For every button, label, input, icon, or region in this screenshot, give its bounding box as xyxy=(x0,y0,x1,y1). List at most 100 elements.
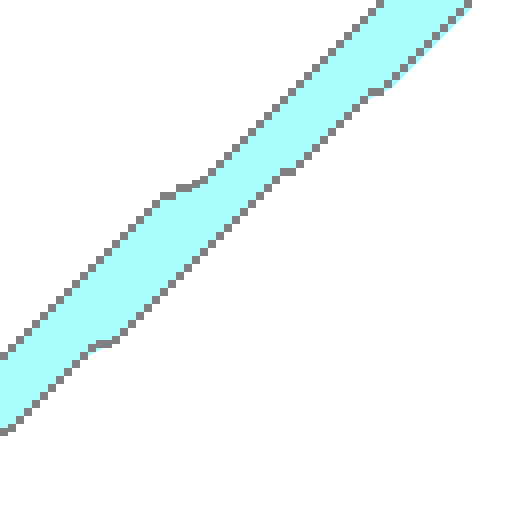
stripe-edge-lower-pixel xyxy=(128,320,136,328)
stripe-edge-upper-pixel xyxy=(208,168,216,176)
stripe-edge-lower-pixel xyxy=(32,400,40,408)
stripe-edge-lower-pixel xyxy=(176,272,184,280)
stripe-edge-lower-pixel xyxy=(288,168,296,176)
stripe-edge-lower-pixel xyxy=(328,128,336,136)
stripe-edge-lower-pixel xyxy=(352,104,360,112)
stripe-edge-pixels xyxy=(0,0,472,436)
stripe-edge-upper-pixel xyxy=(232,144,240,152)
stripe-edge-upper-pixel xyxy=(88,264,96,272)
stripe-edge-upper-pixel xyxy=(296,80,304,88)
stripe-edge-lower-pixel xyxy=(8,424,16,432)
stripe-edge-lower-pixel xyxy=(192,256,200,264)
stripe-edge-upper-pixel xyxy=(336,40,344,48)
stripe-edge-upper-pixel xyxy=(352,24,360,32)
stripe-edge-lower-pixel xyxy=(424,40,432,48)
stripe-edge-upper-pixel xyxy=(264,112,272,120)
stripe-edge-lower-pixel xyxy=(248,200,256,208)
stripe-edge-upper-pixel xyxy=(128,224,136,232)
stripe-edge-lower-pixel xyxy=(200,248,208,256)
stripe-edge-upper-pixel xyxy=(288,88,296,96)
stripe-edge-upper-pixel xyxy=(120,232,128,240)
stripe-edge-upper-pixel xyxy=(72,280,80,288)
stripe-edge-lower-pixel xyxy=(392,72,400,80)
stripe-edge-lower-pixel xyxy=(88,344,96,352)
stripe-edge-upper-pixel xyxy=(376,0,384,8)
stripe-edge-lower-pixel xyxy=(368,88,376,96)
stripe-edge-lower-pixel xyxy=(360,96,368,104)
stripe-edge-upper-pixel xyxy=(48,304,56,312)
stripe-edge-lower-pixel xyxy=(312,144,320,152)
stripe-edge-lower-pixel xyxy=(112,336,120,344)
stripe-edge-upper-pixel xyxy=(24,328,32,336)
stripe-edge-upper-pixel xyxy=(312,64,320,72)
stripe-edge-lower-pixel xyxy=(296,160,304,168)
stripe-edge-upper-pixel xyxy=(56,296,64,304)
stripe-edge-lower-pixel xyxy=(232,216,240,224)
stripe-edge-lower-pixel xyxy=(384,80,392,88)
stripe-edge-lower-pixel xyxy=(464,0,472,8)
stripe-edge-lower-pixel xyxy=(64,368,72,376)
stripe-edge-lower-pixel xyxy=(432,32,440,40)
stripe-edge-upper-pixel xyxy=(216,160,224,168)
stripe-edge-lower-pixel xyxy=(400,64,408,72)
stripe-edge-lower-pixel xyxy=(456,8,464,16)
stripe-edge-upper-pixel xyxy=(96,256,104,264)
stripe-edge-upper-pixel xyxy=(224,152,232,160)
stripe-edge-lower-pixel xyxy=(272,176,280,184)
stripe-edge-upper-pixel xyxy=(104,248,112,256)
stripe-edge-upper-pixel xyxy=(248,128,256,136)
stripe-edge-upper-pixel xyxy=(152,200,160,208)
stripe-edge-lower-pixel xyxy=(408,56,416,64)
stripe-edge-upper-pixel xyxy=(304,72,312,80)
stripe-edge-upper-pixel xyxy=(240,136,248,144)
stripe-edge-lower-pixel xyxy=(160,288,168,296)
stripe-edge-lower-pixel xyxy=(280,168,288,176)
stripe-edge-lower-pixel xyxy=(344,112,352,120)
stripe-edge-upper-pixel xyxy=(256,120,264,128)
stripe-edge-lower-pixel xyxy=(24,408,32,416)
stripe-edge-lower-pixel xyxy=(416,48,424,56)
stripe-edge-upper-pixel xyxy=(280,96,288,104)
stripe-edge-lower-pixel xyxy=(48,384,56,392)
stripe-edge-lower-pixel xyxy=(304,152,312,160)
stripe-edge-upper-pixel xyxy=(8,344,16,352)
stripe-edge-upper-pixel xyxy=(192,180,200,188)
stripe-edge-lower-pixel xyxy=(376,88,384,96)
stripe-edge-lower-pixel xyxy=(440,24,448,32)
stripe-edge-upper-pixel xyxy=(176,184,184,192)
stripe-edge-upper-pixel xyxy=(272,104,280,112)
stripe-edge-upper-pixel xyxy=(40,312,48,320)
stripe-edge-lower-pixel xyxy=(184,264,192,272)
stripe-edge-upper-pixel xyxy=(160,192,168,200)
stripe-edge-upper-pixel xyxy=(112,240,120,248)
stripe-edge-lower-pixel xyxy=(40,392,48,400)
stripe-edge-lower-pixel xyxy=(0,428,8,436)
stripe-edge-lower-pixel xyxy=(16,416,24,424)
stripe-edge-lower-pixel xyxy=(264,184,272,192)
stripe-edge-lower-pixel xyxy=(56,376,64,384)
stripe-edge-upper-pixel xyxy=(0,352,8,360)
stripe-edge-lower-pixel xyxy=(136,312,144,320)
stripe-edge-lower-pixel xyxy=(80,352,88,360)
stripe-edge-upper-pixel xyxy=(64,288,72,296)
stripe-edge-lower-pixel xyxy=(208,240,216,248)
stripe-edge-upper-pixel xyxy=(344,32,352,40)
stripe-edge-upper-pixel xyxy=(32,320,40,328)
stripe-edge-lower-pixel xyxy=(240,208,248,216)
stripe-edge-upper-pixel xyxy=(16,336,24,344)
stripe-edge-lower-pixel xyxy=(224,224,232,232)
stripe-edge-upper-pixel xyxy=(136,216,144,224)
stripe-edge-lower-pixel xyxy=(448,16,456,24)
stripe-edge-lower-pixel xyxy=(120,328,128,336)
stripe-edge-upper-pixel xyxy=(144,208,152,216)
stripe-edge-lower-pixel xyxy=(256,192,264,200)
stripe-edge-lower-pixel xyxy=(72,360,80,368)
stripe-edge-lower-pixel xyxy=(168,280,176,288)
stripe-edge-upper-pixel xyxy=(80,272,88,280)
stripe-edge-lower-pixel xyxy=(96,340,104,348)
stripe-edge-upper-pixel xyxy=(328,48,336,56)
stripe-edge-upper-pixel xyxy=(360,16,368,24)
stripe-edge-upper-pixel xyxy=(168,192,176,200)
